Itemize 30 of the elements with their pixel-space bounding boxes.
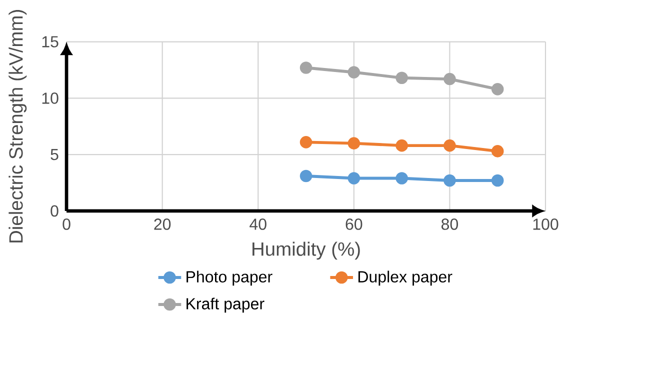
legend-label: Photo paper bbox=[186, 270, 272, 286]
x-tick-label: 80 bbox=[441, 218, 458, 230]
point bbox=[348, 172, 360, 185]
y-tick-label: 15 bbox=[42, 36, 58, 48]
x-tick-label: 40 bbox=[250, 218, 266, 230]
point bbox=[300, 62, 312, 74]
point bbox=[348, 66, 360, 79]
x-tick-label: 60 bbox=[346, 218, 362, 230]
legend-label: Kraft paper bbox=[186, 298, 264, 313]
y-tick-label: 10 bbox=[42, 92, 58, 104]
point bbox=[491, 174, 504, 187]
point bbox=[396, 72, 408, 84]
point bbox=[396, 140, 408, 152]
point bbox=[444, 73, 456, 86]
point bbox=[348, 137, 360, 150]
x-axis-title: Humidity (%) bbox=[252, 242, 360, 260]
point bbox=[444, 174, 456, 187]
legend-label: Duplex paper bbox=[358, 270, 452, 286]
point bbox=[491, 83, 504, 96]
y-axis-title: Dielectric Strength (kV/mm) bbox=[8, 10, 27, 243]
x-tick-label: 100 bbox=[533, 218, 558, 230]
point bbox=[300, 170, 312, 182]
y-tick-label: 5 bbox=[50, 149, 58, 160]
point bbox=[300, 136, 312, 149]
x-tick-label: 0 bbox=[62, 218, 70, 230]
y-tick-label: 0 bbox=[50, 205, 58, 217]
point bbox=[396, 172, 408, 185]
x-tick-label: 20 bbox=[154, 218, 171, 230]
point bbox=[444, 140, 456, 152]
point bbox=[491, 145, 504, 158]
